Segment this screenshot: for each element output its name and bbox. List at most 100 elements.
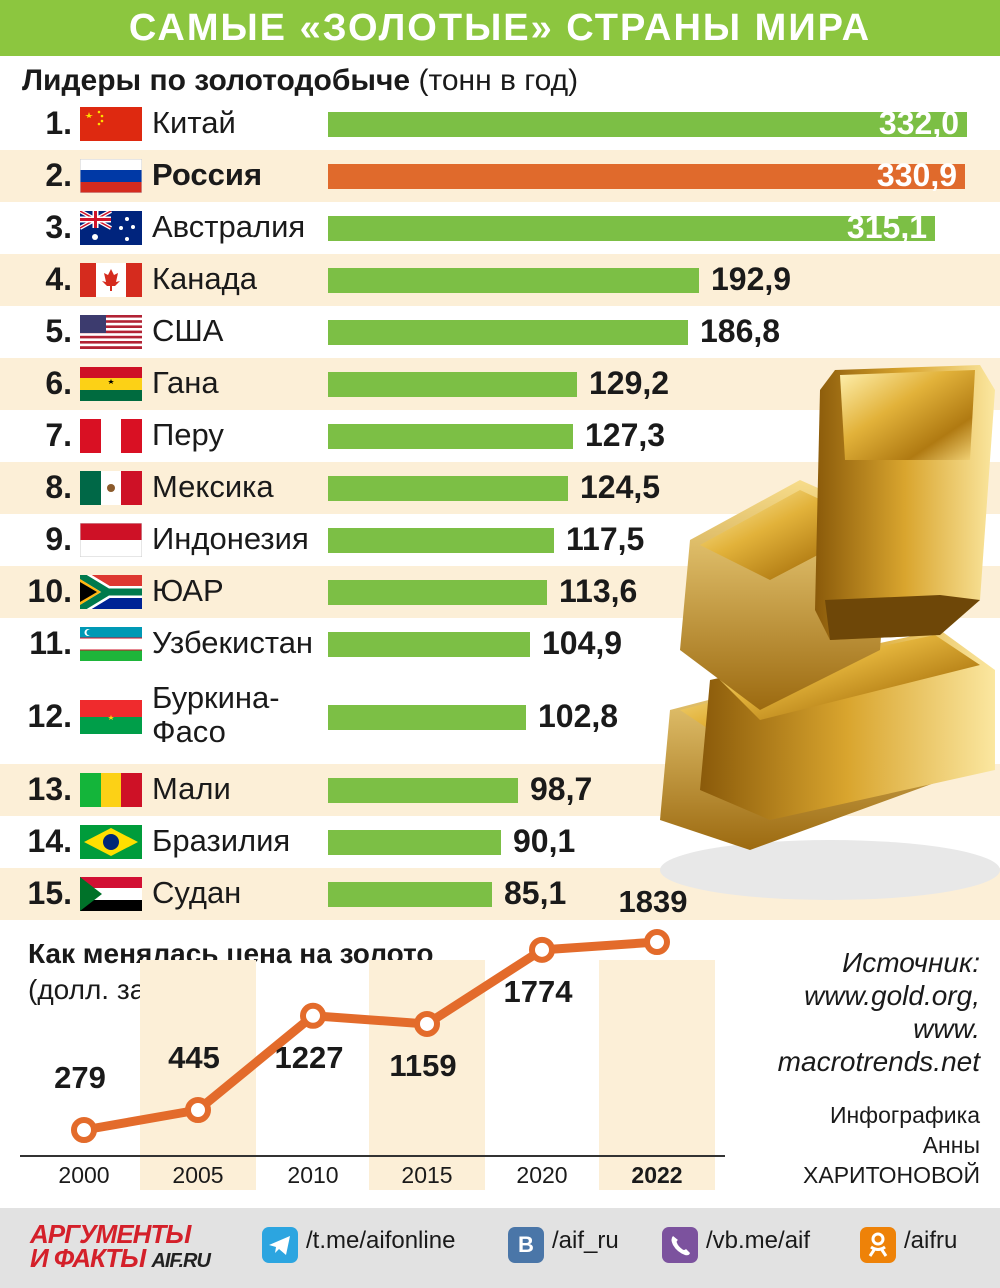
bar — [328, 881, 492, 907]
price-label: 1227 — [275, 1040, 344, 1075]
vk-link[interactable]: /aif_ru — [552, 1227, 619, 1254]
x-tick-label: 2020 — [516, 1162, 567, 1188]
gold-bars-illustration — [660, 365, 1000, 900]
rank-label: 15. — [27, 875, 72, 911]
country-name: Бразилия — [152, 823, 291, 858]
bar — [328, 579, 547, 605]
price-label: 1774 — [504, 974, 574, 1009]
x-tick-label: 2010 — [287, 1162, 338, 1188]
aif-logo[interactable]: АРГУМЕНТЫ И ФАКТЫ AIF.RU — [30, 1219, 211, 1273]
rank-label: 5. — [45, 313, 72, 349]
credit-line: Инфографика — [829, 1102, 980, 1128]
bar-chart-title-bold: Лидеры по золотодобыче — [22, 64, 411, 97]
price-point — [644, 929, 670, 956]
rank-label: 1. — [45, 105, 72, 141]
rank-label: 14. — [27, 823, 72, 859]
data-label: 127,3 — [585, 417, 666, 453]
data-label: 104,9 — [542, 625, 623, 661]
source-line: macrotrends.net — [777, 1046, 980, 1077]
x-tick-label: 2022 — [631, 1162, 682, 1188]
rank-label: 9. — [45, 521, 72, 557]
telegram-link[interactable]: /t.me/aifonline — [306, 1227, 456, 1254]
bar — [328, 704, 526, 730]
bar — [328, 527, 554, 553]
price-label: 1159 — [389, 1048, 456, 1083]
rank-label: 7. — [45, 417, 72, 453]
credit-line: ХАРИТОНОВОЙ — [803, 1162, 980, 1188]
country-name: Австралия — [152, 209, 306, 244]
bar — [328, 829, 501, 855]
price-point — [300, 1002, 326, 1029]
viber-link[interactable]: /vb.me/aif — [706, 1227, 811, 1254]
rank-label: 4. — [45, 261, 72, 297]
country-name: Узбекистан — [152, 625, 314, 660]
rank-label: 10. — [27, 573, 72, 609]
author-credit: Инфографика Анны ХАРИТОНОВОЙ — [803, 1100, 980, 1190]
country-name: Буркина- Фасо — [152, 680, 280, 749]
price-point — [414, 1010, 440, 1037]
price-label: 1839 — [619, 884, 688, 919]
data-label: 129,2 — [589, 365, 670, 401]
canada-flag — [80, 263, 142, 297]
footer — [0, 1208, 1000, 1288]
source-line: www. — [913, 1013, 980, 1044]
odnoklassniki-icon[interactable] — [860, 1227, 896, 1263]
data-label: 332,0 — [878, 105, 959, 141]
price-point — [185, 1096, 211, 1123]
bar — [328, 423, 573, 449]
data-label: 330,9 — [876, 157, 957, 193]
rank-label: 6. — [45, 365, 72, 401]
country-name: ЮАР — [152, 573, 224, 608]
aif-logo-bottom: И ФАКТЫ AIF.RU — [30, 1243, 211, 1273]
data-label: 90,1 — [513, 823, 576, 859]
bar-chart-title: Лидеры по золотодобыче (тонн в год) — [22, 64, 578, 98]
aif-logo-site: AIF.RU — [151, 1250, 210, 1272]
bar — [328, 371, 577, 397]
bar-chart-unit: (тонн в год) — [418, 64, 579, 97]
indonesia-flag — [80, 523, 142, 557]
price-point — [71, 1117, 97, 1143]
south-africa-flag — [80, 575, 142, 609]
vk-icon[interactable]: В — [508, 1227, 544, 1263]
rank-label: 11. — [29, 625, 72, 661]
page-title: САМЫЕ «ЗОЛОТЫЕ» СТРАНЫ МИРА — [128, 7, 872, 49]
bar — [328, 319, 688, 345]
source-line: Источник: — [842, 947, 980, 978]
x-tick-label: 2005 — [172, 1162, 223, 1188]
odnoklassniki-link[interactable]: /aifru — [904, 1227, 958, 1254]
country-name: Судан — [152, 875, 242, 910]
country-name: Китай — [152, 105, 236, 140]
year-band — [599, 960, 715, 1190]
line-chart: 279 445 1227 1159 1774 1839 2000 2005 2010 2015 20… — [20, 884, 725, 1190]
bar — [328, 777, 518, 803]
mali-flag — [80, 773, 142, 807]
brazil-flag — [80, 825, 142, 859]
telegram-icon[interactable] — [262, 1227, 298, 1263]
source-note: Источник: www.gold.org, www. macrotrends… — [778, 946, 980, 1078]
x-tick-label: 2015 — [401, 1162, 452, 1188]
country-name: Россия — [152, 157, 263, 192]
country-name: Мали — [152, 771, 231, 806]
country-name: Гана — [152, 365, 219, 400]
country-name: США — [152, 313, 224, 348]
bar — [328, 475, 568, 501]
country-name: Индонезия — [152, 521, 309, 556]
viber-icon[interactable] — [662, 1227, 698, 1263]
china-flag — [80, 107, 142, 141]
data-label: 85,1 — [504, 875, 567, 911]
uzbekistan-flag — [80, 627, 142, 661]
price-label: 279 — [54, 1060, 106, 1095]
bar — [328, 163, 965, 189]
peru-flag — [80, 419, 142, 453]
bar — [328, 215, 935, 241]
ghana-flag — [80, 367, 142, 401]
aif-logo-top: АРГУМЕНТЫ — [30, 1219, 191, 1249]
header-banner — [0, 0, 1000, 56]
x-tick-label: 2000 — [58, 1162, 109, 1188]
bar — [328, 267, 699, 293]
russia-flag — [80, 159, 142, 193]
australia-flag — [80, 211, 142, 245]
rank-label: 8. — [45, 469, 72, 505]
burkina-faso-flag — [80, 700, 142, 734]
price-label: 445 — [168, 1040, 220, 1075]
